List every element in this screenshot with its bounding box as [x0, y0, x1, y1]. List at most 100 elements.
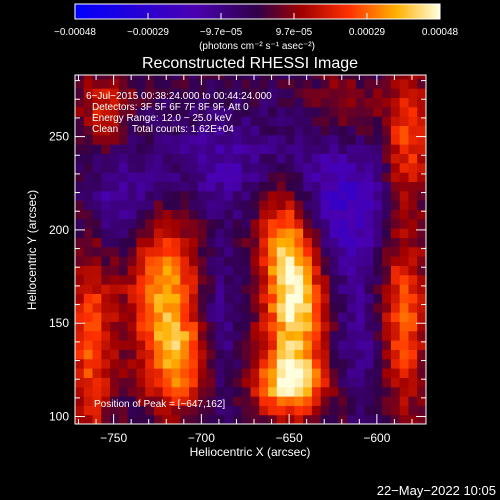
heatmap-cell: [241, 75, 252, 80]
heatmap-cell: [329, 349, 339, 360]
heatmap-cell: [364, 125, 374, 136]
heatmap-cell: [92, 396, 102, 406]
heatmap-cell: [180, 153, 190, 164]
heatmap-cell: [110, 172, 120, 182]
heatmap-cell: [153, 302, 164, 313]
heatmap-cell: [329, 162, 339, 173]
heatmap-cell: [215, 386, 225, 397]
heatmap-cell: [75, 405, 85, 416]
heatmap-cell: [189, 144, 199, 154]
heatmap-cell: [259, 190, 269, 201]
heatmap-cell: [232, 116, 243, 126]
heatmap-cell: [189, 218, 199, 229]
heatmap-cell: [364, 246, 374, 257]
heatmap-cell: [153, 358, 164, 369]
peak-position-label: Position of Peak = [−647,162]: [94, 399, 225, 410]
heatmap-cell: [101, 377, 111, 388]
heatmap-cell: [417, 368, 426, 378]
heatmap-cell: [417, 134, 426, 145]
heatmap-cell: [250, 88, 260, 98]
heatmap-cell: [268, 75, 278, 80]
heatmap-cell: [215, 405, 225, 416]
heatmap-cell: [206, 162, 217, 173]
heatmap-cell: [101, 106, 111, 117]
heatmap-cell: [171, 134, 181, 145]
heatmap-cell: [294, 97, 304, 108]
heatmap-cell: [355, 302, 366, 313]
heatmap-cell: [232, 256, 243, 266]
heatmap-cell: [294, 228, 304, 238]
heatmap-cell: [329, 125, 339, 136]
heatmap-cell: [417, 265, 426, 276]
x-tick-label: −700: [188, 431, 215, 445]
heatmap-cell: [373, 153, 383, 164]
heatmap-cell: [329, 246, 339, 257]
heatmap-cell: [180, 312, 190, 322]
heatmap-cell: [162, 396, 173, 406]
heatmap-cell: [206, 386, 217, 397]
heatmap-cell: [83, 116, 94, 126]
heatmap-cell: [355, 144, 366, 154]
heatmap-cell: [83, 88, 94, 98]
heatmap-cell: [127, 172, 138, 182]
heatmap-cell: [206, 116, 217, 126]
heatmap-cell: [206, 75, 217, 80]
heatmap-cell: [311, 172, 322, 182]
heatmap-cell: [145, 312, 155, 322]
heatmap-cell: [364, 75, 374, 80]
heatmap-cell: [382, 396, 392, 406]
heatmap-cell: [206, 181, 217, 192]
heatmap-cell: [189, 246, 199, 257]
heatmap-cell: [329, 172, 339, 182]
heatmap-cell: [303, 386, 313, 397]
heatmap-cell: [101, 144, 111, 154]
heatmap-cell: [224, 125, 234, 136]
heatmap-cell: [162, 274, 173, 285]
heatmap-cell: [399, 237, 410, 248]
heatmap-cell: [347, 396, 357, 406]
heatmap-cell: [320, 75, 331, 80]
heatmap-cell: [241, 116, 252, 126]
heatmap-cell: [136, 153, 146, 164]
heatmap-cell: [382, 349, 392, 360]
heatmap-cell: [171, 349, 181, 360]
heatmap-cell: [294, 358, 304, 369]
heatmap-cell: [311, 125, 322, 136]
heatmap-cell: [311, 302, 322, 313]
heatmap-cell: [110, 190, 120, 201]
heatmap-cell: [232, 106, 243, 117]
heatmap-cell: [285, 330, 295, 341]
heatmap-cell: [276, 321, 287, 332]
heatmap-cell: [101, 256, 111, 266]
heatmap-cell: [259, 274, 269, 285]
heatmap-cell: [382, 386, 392, 397]
heatmap-cell: [215, 144, 225, 154]
heatmap-cell: [373, 237, 383, 248]
heatmap-cell: [162, 246, 173, 257]
heatmap-cell: [408, 181, 418, 192]
heatmap-cell: [250, 181, 260, 192]
heatmap-cell: [285, 218, 295, 229]
heatmap-cell: [232, 386, 243, 397]
heatmap-cell: [250, 106, 260, 117]
heatmap-cell: [83, 97, 94, 108]
heatmap-cell: [259, 78, 269, 89]
heatmap-cell: [408, 218, 418, 229]
x-tick-label: −650: [276, 431, 303, 445]
heatmap-cell: [311, 153, 322, 164]
heatmap-cell: [259, 218, 269, 229]
heatmap-cell: [180, 134, 190, 145]
heatmap-cell: [347, 144, 357, 154]
heatmap-cell: [355, 162, 366, 173]
heatmap-cell: [390, 106, 401, 117]
heatmap-cell: [259, 377, 269, 388]
heatmap-cell: [417, 349, 426, 360]
heatmap-cell: [180, 386, 190, 397]
heatmap-cell: [329, 75, 339, 80]
colorbar: −0.00048 −0.00029 −9.7e−05 9.7e−05 0.00029 0.…: [54, 3, 459, 52]
heatmap-cell: [153, 396, 164, 406]
heatmap-cell: [171, 153, 181, 164]
heatmap-cell: [110, 237, 120, 248]
heatmap-cell: [118, 218, 129, 229]
heatmap-cell: [162, 256, 173, 266]
